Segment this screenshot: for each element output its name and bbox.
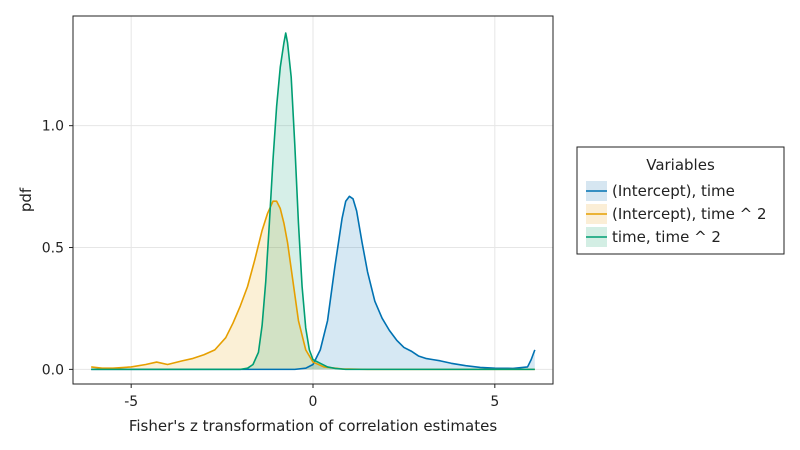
y-tick-label: 0.5 [42,241,64,257]
density-line-series-3 [91,32,535,371]
x-axis-label: Fisher's z transformation of correlation… [129,417,497,435]
legend-title: Variables [646,156,715,174]
density-lines [91,32,536,371]
legend-items: (Intercept), time (Intercept), time ^ 2 ti… [586,181,767,247]
legend-box [576,146,785,255]
legend-label: (Intercept), time ^ 2 [612,205,767,223]
y-tick-label: 1.0 [42,119,64,135]
x-tick-label: -5 [124,394,138,410]
x-tick-label: 0 [309,394,318,410]
y-tick-label: 0.0 [42,362,64,378]
axis-ticks: -5 0 5 0.0 0.5 1.0 [42,119,500,410]
x-tick-label: 5 [490,394,499,410]
legend: Variables (Intercept), time(Intercept), … [576,146,785,255]
legend-item-2: (Intercept), time ^ 2 [586,204,767,224]
legend-item-3: time, time ^ 2 [586,227,721,247]
density-line-series-1 [91,195,536,371]
y-axis-label: pdf [17,187,35,212]
grid-lines [73,16,553,384]
density-line-series-2 [91,200,535,371]
legend-label: (Intercept), time [612,182,735,200]
legend-item-1: (Intercept), time [586,181,735,201]
legend-label: time, time ^ 2 [612,228,721,246]
